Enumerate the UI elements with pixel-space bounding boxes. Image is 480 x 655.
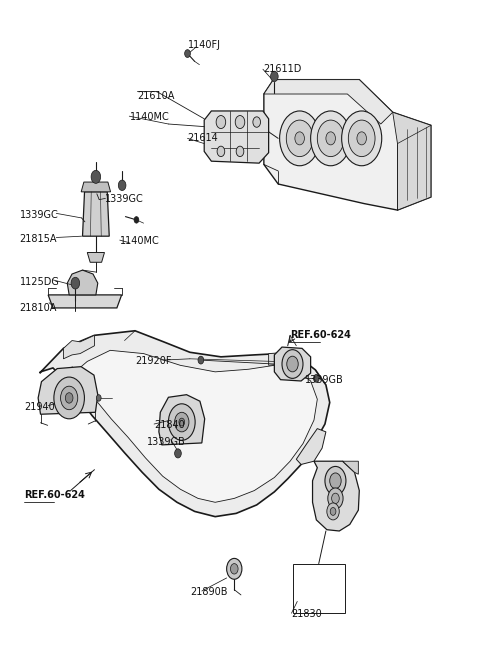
Text: 21810A: 21810A [20,303,57,313]
Text: 1140MC: 1140MC [130,113,170,122]
Polygon shape [275,347,311,381]
Circle shape [96,395,101,402]
Polygon shape [343,461,359,474]
Text: 21614: 21614 [188,134,218,143]
Text: 21815A: 21815A [20,234,57,244]
Circle shape [348,120,375,157]
Polygon shape [83,192,109,236]
Text: 1140MC: 1140MC [120,236,159,246]
Circle shape [217,146,225,157]
Circle shape [60,386,78,409]
Polygon shape [38,367,98,414]
Text: 1140FJ: 1140FJ [188,40,220,50]
Text: 1339GB: 1339GB [147,437,186,447]
Polygon shape [312,461,360,531]
Circle shape [311,111,351,166]
Circle shape [134,217,139,223]
Polygon shape [269,352,300,365]
Circle shape [295,132,304,145]
Circle shape [175,412,189,432]
Circle shape [179,418,185,426]
Polygon shape [39,331,330,517]
Text: 21920F: 21920F [135,356,171,366]
Circle shape [236,146,244,157]
Circle shape [326,132,336,145]
Polygon shape [393,112,431,210]
Circle shape [327,503,339,520]
Text: 1339GC: 1339GC [20,210,58,220]
Circle shape [328,488,343,509]
Polygon shape [63,335,95,359]
Text: 21611D: 21611D [263,64,301,74]
Bar [293,564,345,613]
Circle shape [185,50,191,58]
Polygon shape [264,80,393,124]
Circle shape [271,71,278,82]
Polygon shape [48,295,121,308]
Circle shape [227,558,242,579]
Circle shape [118,180,126,191]
Circle shape [342,111,382,166]
Text: 21890B: 21890B [190,588,228,597]
Polygon shape [67,270,98,295]
Text: 1125DG: 1125DG [20,277,60,287]
Circle shape [330,473,341,489]
Polygon shape [264,80,431,210]
Circle shape [253,117,261,127]
Text: 21830: 21830 [291,610,322,620]
Circle shape [330,508,336,515]
Circle shape [91,170,101,183]
Circle shape [230,563,238,574]
Circle shape [175,449,181,458]
Circle shape [65,393,73,403]
Circle shape [71,277,80,289]
Text: 21940: 21940 [24,402,55,412]
Circle shape [198,356,204,364]
Circle shape [286,120,313,157]
Text: 1339GC: 1339GC [106,194,144,204]
Circle shape [168,404,195,440]
Polygon shape [81,182,110,192]
Text: REF.60-624: REF.60-624 [24,490,85,500]
Circle shape [313,375,319,383]
Polygon shape [87,252,105,262]
Circle shape [325,466,346,495]
Circle shape [54,377,84,419]
Circle shape [235,115,245,128]
Polygon shape [296,428,326,464]
Circle shape [287,356,298,372]
Text: 21610A: 21610A [137,91,175,101]
Polygon shape [72,350,317,502]
Circle shape [282,350,303,379]
Circle shape [280,111,320,166]
Text: REF.60-624: REF.60-624 [290,330,351,341]
Text: 21840: 21840 [154,421,185,430]
Circle shape [317,120,344,157]
Polygon shape [159,395,204,445]
Circle shape [357,132,366,145]
Circle shape [216,115,226,128]
Polygon shape [204,111,269,163]
Circle shape [332,493,339,504]
Text: 1339GB: 1339GB [305,375,344,384]
